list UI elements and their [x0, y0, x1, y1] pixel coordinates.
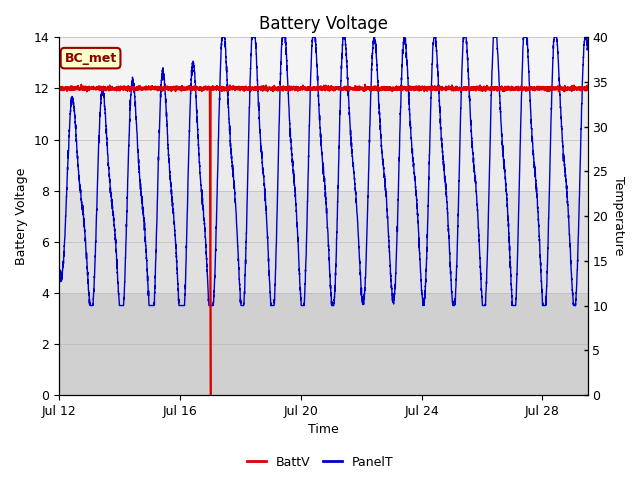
Bar [59, 191, 588, 293]
Bar [59, 88, 588, 191]
Y-axis label: Temperature: Temperature [612, 177, 625, 256]
Bar [59, 293, 588, 395]
Y-axis label: Battery Voltage: Battery Voltage [15, 168, 28, 265]
Text: BC_met: BC_met [65, 52, 116, 65]
Bar [59, 37, 588, 88]
Legend: BattV, PanelT: BattV, PanelT [242, 451, 398, 474]
Title: Battery Voltage: Battery Voltage [259, 15, 388, 33]
X-axis label: Time: Time [308, 423, 339, 436]
